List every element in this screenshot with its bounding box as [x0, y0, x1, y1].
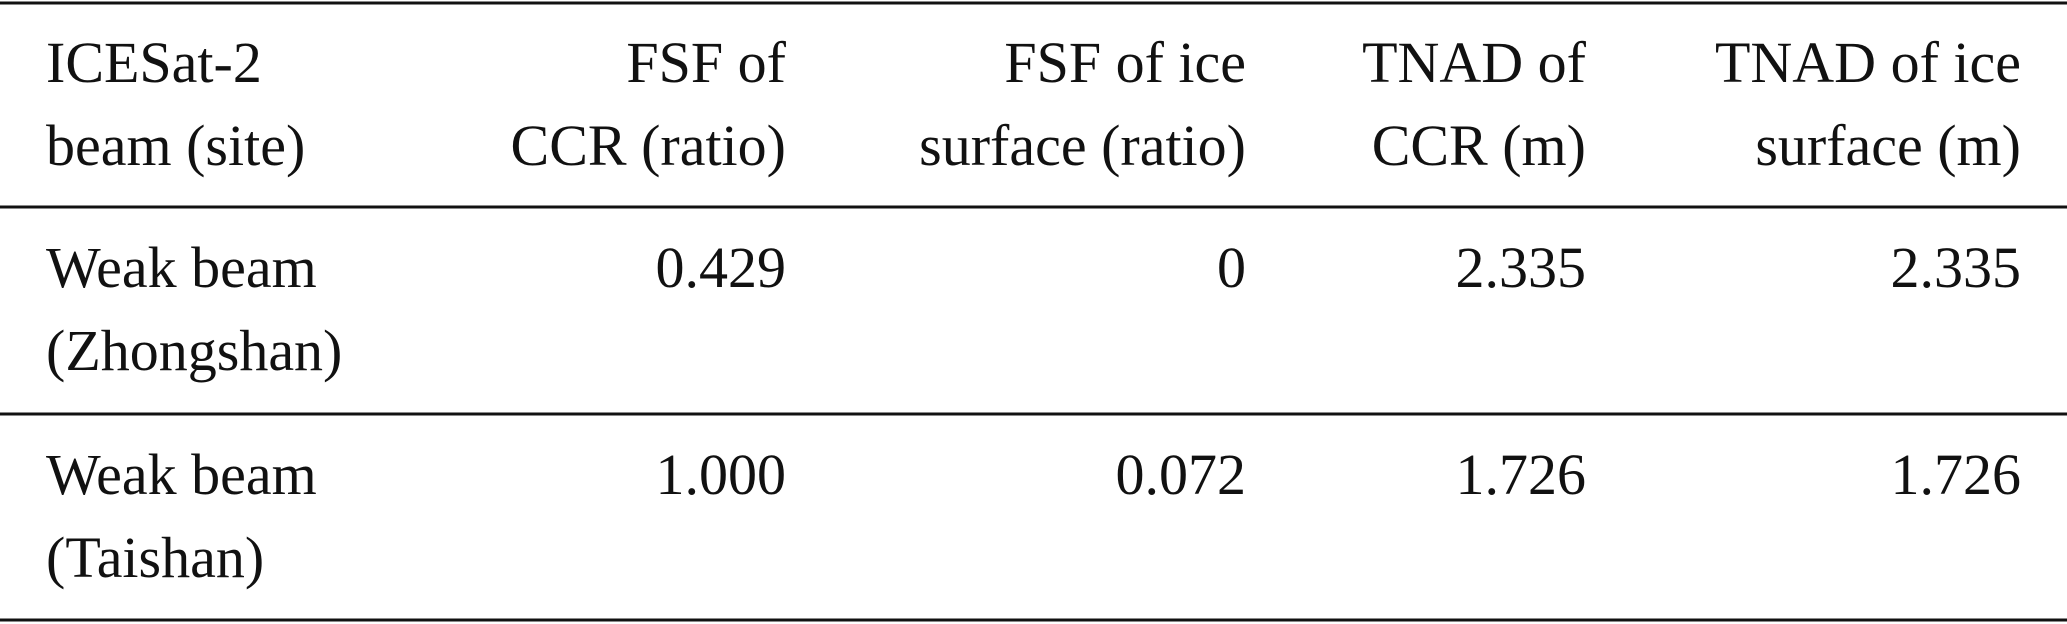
row-label: (Taishan): [46, 525, 264, 590]
table-cell: 1.726: [1891, 442, 2022, 507]
table-cell: 2.335: [1456, 235, 1587, 300]
header-cell: FSF of: [626, 30, 786, 95]
header-cell: surface (ratio): [919, 113, 1246, 178]
header-cell: surface (m): [1755, 113, 2021, 178]
header-cell: beam (site): [46, 113, 305, 178]
row-label: Weak beam: [46, 442, 317, 507]
header-cell: FSF of ice: [1004, 30, 1246, 95]
table-cell: 1.726: [1456, 442, 1587, 507]
header-cell: TNAD of ice: [1715, 30, 2021, 95]
row-label: Weak beam: [46, 235, 317, 300]
header-cell: CCR (ratio): [511, 113, 786, 178]
table-cell: 0.429: [656, 235, 787, 300]
table-cell: 0.072: [1116, 442, 1247, 507]
table-cell: 1.000: [656, 442, 787, 507]
header-cell: CCR (m): [1372, 113, 1586, 178]
header-cell: TNAD of: [1362, 30, 1587, 95]
table-cell: 0: [1217, 235, 1246, 300]
row-label: (Zhongshan): [46, 318, 342, 383]
header-cell: ICESat-2: [46, 30, 262, 95]
table-cell: 2.335: [1891, 235, 2022, 300]
